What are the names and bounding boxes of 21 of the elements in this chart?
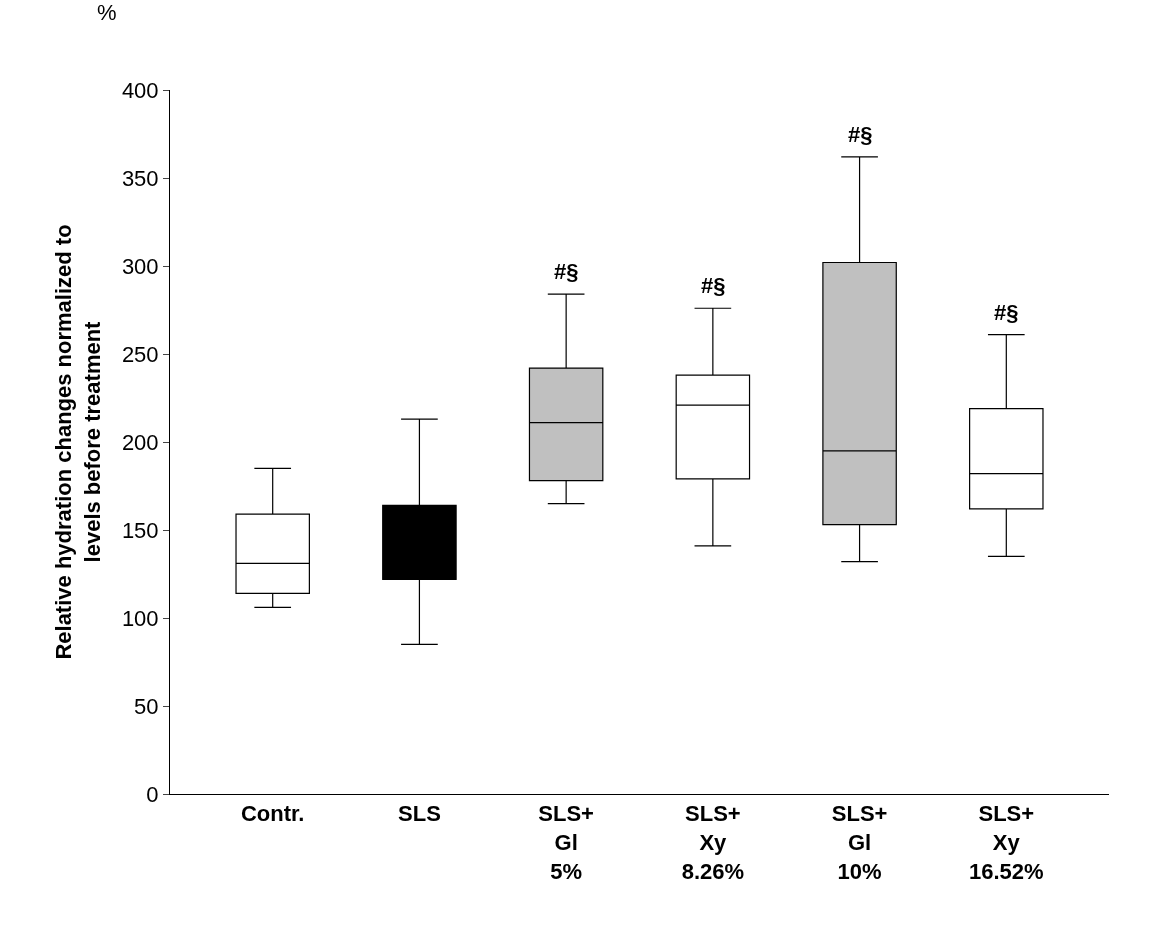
x-tick-label: SLS+ Xy 8.26% bbox=[681, 801, 745, 884]
y-tick-label: 300 bbox=[121, 253, 159, 279]
y-tick-label: 200 bbox=[121, 429, 159, 455]
y-axis-title: Relative hydration changes normalized to levels before treatment bbox=[51, 224, 105, 660]
annotation: #§ bbox=[994, 300, 1019, 325]
x-tick-label: SLS bbox=[398, 801, 441, 827]
x-tick-label: SLS+ Gl 5% bbox=[538, 801, 594, 884]
y-tick-label: 100 bbox=[121, 605, 159, 631]
text: % bbox=[97, 0, 117, 25]
x-tick-label: SLS+ Gl 10% bbox=[831, 801, 888, 884]
y-tick-label: 50 bbox=[134, 693, 159, 719]
y-tick-label: 0 bbox=[146, 781, 159, 807]
y-tick-label: 250 bbox=[121, 341, 159, 367]
y-tick-label: 150 bbox=[121, 517, 159, 543]
annotation: #§ bbox=[554, 259, 579, 284]
x-tick-label: Contr. bbox=[240, 801, 305, 827]
y-tick-label: 400 bbox=[121, 77, 159, 103]
annotation: #§ bbox=[701, 273, 726, 298]
x-tick-label: SLS+ Xy 16.52% bbox=[968, 801, 1044, 884]
annotation: #§ bbox=[848, 122, 873, 147]
y-tick-label: 350 bbox=[121, 165, 159, 191]
